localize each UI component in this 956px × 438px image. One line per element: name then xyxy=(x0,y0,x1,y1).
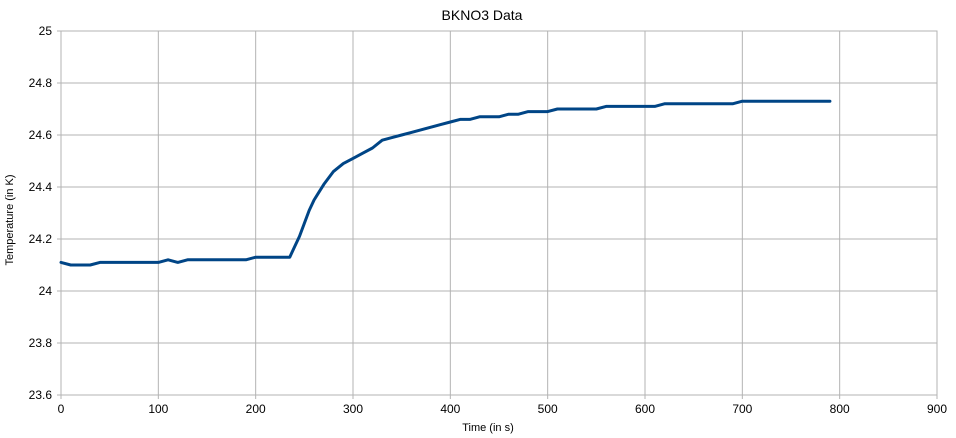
x-tick-label: 900 xyxy=(927,402,947,416)
y-tick-label: 24.8 xyxy=(29,76,53,90)
y-tick-label: 24.2 xyxy=(29,232,53,246)
y-tick-label: 24 xyxy=(39,284,53,298)
chart-title: BKNO3 Data xyxy=(442,7,523,23)
x-tick-label: 300 xyxy=(343,402,363,416)
x-tick-label: 400 xyxy=(440,402,460,416)
y-tick-label: 25 xyxy=(39,24,53,38)
x-tick-label: 0 xyxy=(58,402,65,416)
plot-area-border xyxy=(60,30,938,396)
x-tick-label: 200 xyxy=(246,402,266,416)
axes xyxy=(57,30,938,399)
y-tick-label: 23.6 xyxy=(29,388,53,402)
x-tick-label: 800 xyxy=(830,402,850,416)
series-line xyxy=(59,99,832,267)
y-axis-title: Temperature (in K) xyxy=(4,174,16,265)
x-tick-label: 500 xyxy=(538,402,558,416)
y-tick-label: 24.6 xyxy=(29,128,53,142)
y-tick-label: 24.4 xyxy=(29,180,53,194)
x-tick-label: 700 xyxy=(732,402,752,416)
x-tick-label: 600 xyxy=(635,402,655,416)
y-tick-label: 23.8 xyxy=(29,336,53,350)
labels: 0 100 200 300 400 500 600 700 800 900 23.6 23.8 24 24… xyxy=(29,24,948,416)
x-tick-label: 100 xyxy=(148,402,168,416)
series-layer xyxy=(59,99,832,267)
x-axis-title: Time (in s) xyxy=(462,422,514,434)
